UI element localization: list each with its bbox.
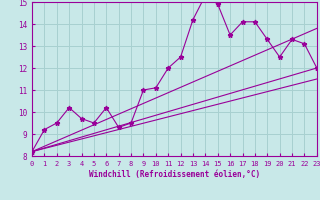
X-axis label: Windchill (Refroidissement éolien,°C): Windchill (Refroidissement éolien,°C) (89, 170, 260, 179)
